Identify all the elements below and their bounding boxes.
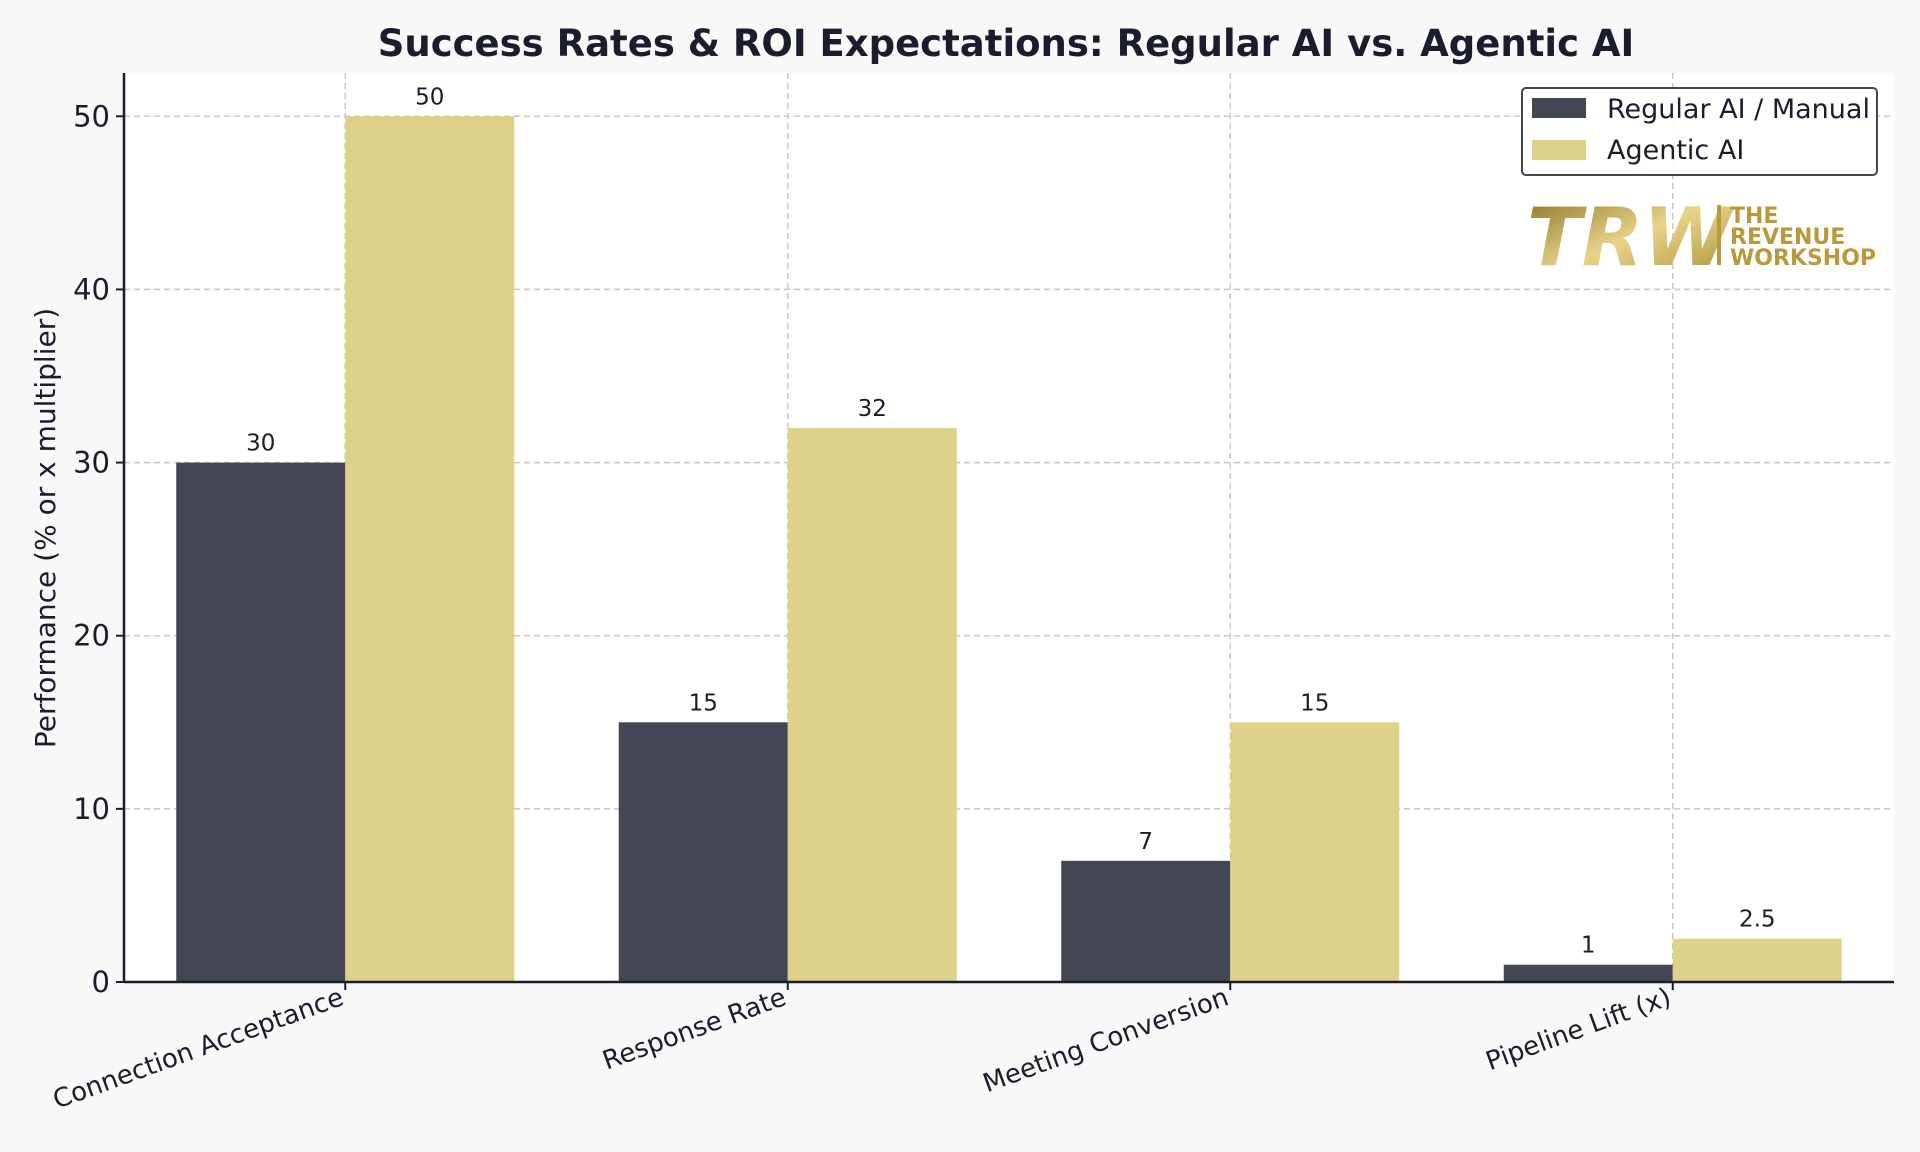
chart-title: Success Rates & ROI Expectations: Regula… bbox=[378, 22, 1635, 65]
logo-divider bbox=[1717, 205, 1721, 265]
legend-label-regular: Regular AI / Manual bbox=[1607, 94, 1870, 125]
y-tick-label: 30 bbox=[73, 446, 110, 480]
data-label: 2.5 bbox=[1739, 907, 1776, 933]
bars bbox=[176, 116, 1842, 983]
legend-swatch-regular bbox=[1532, 98, 1586, 118]
bar-agentic bbox=[345, 116, 515, 983]
legend: Regular AI / Manual Agentic AI bbox=[1521, 87, 1878, 176]
y-tick-label: 0 bbox=[92, 965, 110, 999]
data-label: 7 bbox=[1138, 829, 1153, 855]
data-label: 1 bbox=[1581, 933, 1596, 959]
data-label: 15 bbox=[689, 690, 718, 716]
y-tick-label: 40 bbox=[73, 272, 110, 306]
logo-mark: TRW bbox=[1527, 191, 1735, 284]
bar-regular bbox=[1503, 964, 1673, 982]
data-label: 50 bbox=[415, 84, 444, 110]
logo-word-the: THE bbox=[1730, 204, 1778, 229]
y-tick-label: 10 bbox=[73, 792, 110, 826]
data-label: 32 bbox=[858, 396, 887, 422]
axes bbox=[116, 73, 1894, 990]
bar-agentic bbox=[787, 427, 957, 982]
legend-label-agentic: Agentic AI bbox=[1607, 135, 1744, 166]
bar-agentic bbox=[1230, 722, 1400, 982]
legend-swatch-agentic bbox=[1532, 140, 1586, 160]
data-label: 15 bbox=[1300, 690, 1329, 716]
legend-box bbox=[1521, 87, 1878, 176]
bar-agentic bbox=[1672, 938, 1842, 982]
bar-regular bbox=[1061, 860, 1231, 982]
bar-regular bbox=[618, 722, 788, 982]
y-tick-label: 20 bbox=[73, 619, 110, 653]
y-axis-label: Performance (% or x multiplier) bbox=[29, 308, 62, 748]
bar-regular bbox=[176, 462, 346, 983]
logo-word-revenue: REVENUE bbox=[1730, 225, 1845, 250]
data-label: 30 bbox=[246, 431, 275, 457]
y-tick-label: 50 bbox=[73, 99, 110, 133]
logo: TRW THE REVENUE WORKSHOP bbox=[1527, 191, 1876, 284]
logo-word-workshop: WORKSHOP bbox=[1730, 246, 1876, 271]
